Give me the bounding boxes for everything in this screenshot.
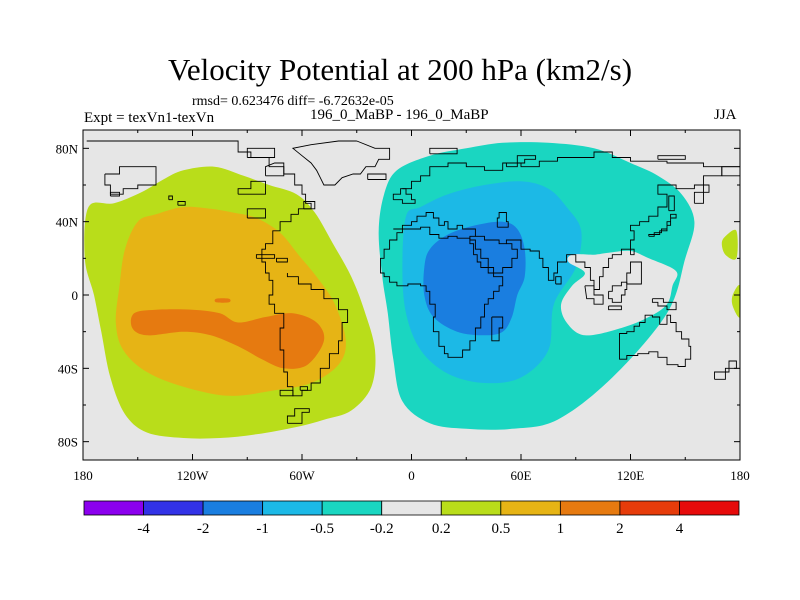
colorbar-swatch xyxy=(500,500,561,516)
x-tick-label: 180 xyxy=(730,468,750,483)
x-tick-label: 180 xyxy=(73,468,93,483)
indonesia-2 xyxy=(608,305,622,311)
colorbar-label: -4 xyxy=(137,521,150,537)
colorbar-swatch xyxy=(559,500,621,516)
season-label: JJA xyxy=(714,107,737,123)
australia-coast xyxy=(619,314,692,367)
y-tick-label: 80N xyxy=(56,141,79,156)
y-tick-label: 80S xyxy=(58,435,78,450)
colorbar-swatch xyxy=(381,500,442,516)
east-siberia-islands xyxy=(657,155,686,160)
cuba xyxy=(255,254,276,259)
colorbar-label: -0.5 xyxy=(310,521,334,537)
colorbar-swatch xyxy=(202,500,264,516)
africa-coast xyxy=(380,226,504,358)
contour-positive-0.2-east xyxy=(721,229,738,260)
borneo xyxy=(608,281,628,303)
colorbar-label: 0.5 xyxy=(491,521,510,537)
x-tick-label: 60W xyxy=(289,468,315,483)
y-tick-label: 40S xyxy=(58,361,78,376)
iceland xyxy=(367,173,387,180)
japan xyxy=(648,213,677,237)
colorbar-swatch xyxy=(143,500,204,516)
new-guinea xyxy=(651,298,677,311)
colorbar-swatch xyxy=(619,500,680,516)
arabia-inner xyxy=(475,235,507,245)
chukotka xyxy=(721,166,740,177)
caspian xyxy=(496,212,509,228)
run-comparison-label: 196_0_MaBP - 196_0_MaBP xyxy=(310,107,489,123)
alaska xyxy=(104,166,157,195)
vancouver xyxy=(177,201,186,206)
colorbar: -4 -2 -1 -0.5 -0.2 0.2 0.5 1 2 4 xyxy=(83,500,740,537)
baffin-island xyxy=(265,162,285,177)
x-tick-label: 60E xyxy=(511,468,532,483)
coastlines xyxy=(86,140,740,424)
new-zealand xyxy=(714,360,737,380)
falklands xyxy=(299,386,308,391)
y-tick-label: 0 xyxy=(72,288,79,303)
experiment-label: Expt = texVn1-texVn xyxy=(84,110,215,126)
colorbar-label: 4 xyxy=(676,521,684,537)
hispaniola xyxy=(276,257,288,263)
x-axis: 180 120W 60W 0 60E 120E 180 xyxy=(73,130,750,483)
colorbar-swatch xyxy=(321,500,383,516)
colorbar-swatch xyxy=(83,500,144,516)
chart-title: Velocity Potential at 200 hPa (km2/s) xyxy=(167,52,633,87)
colorbar-label: 1 xyxy=(557,521,565,537)
sri-lanka xyxy=(555,276,562,285)
great-lakes-box xyxy=(246,208,266,219)
y-axis: 80N 40N 0 40S 80S xyxy=(56,141,740,450)
madagascar xyxy=(491,316,504,342)
tierra-del-fuego xyxy=(279,389,294,397)
colorbar-label: 0.2 xyxy=(432,521,451,537)
x-tick-label: 120W xyxy=(177,468,210,483)
colorbar-label: 2 xyxy=(616,521,624,537)
sakhalin xyxy=(668,195,675,212)
antarctic-peninsula xyxy=(286,408,310,424)
x-tick-label: 0 xyxy=(408,468,415,483)
philippines xyxy=(626,261,642,285)
indonesia-1 xyxy=(584,285,604,305)
contour-positive-1 xyxy=(130,309,325,369)
greenland-coast xyxy=(291,140,391,186)
colorbar-label: -2 xyxy=(197,521,210,537)
colorbar-swatch xyxy=(440,500,502,516)
svalbard xyxy=(429,147,458,155)
novaya-zemlya xyxy=(505,155,537,168)
contour-negative-1 xyxy=(423,221,526,336)
newfoundland xyxy=(303,201,316,210)
hudson-bay xyxy=(237,180,266,195)
colorbar-swatch xyxy=(262,500,323,516)
ellesmere xyxy=(246,147,276,158)
colorbar-label: -1 xyxy=(256,521,269,537)
kamchatka xyxy=(693,184,710,204)
queen-charlotte xyxy=(168,195,173,201)
contour-positive-0.2-east-2 xyxy=(731,285,740,318)
taiwan xyxy=(630,248,635,256)
british-isles xyxy=(392,188,416,204)
north-america-coast xyxy=(86,140,349,397)
eurasia-coast xyxy=(393,166,740,290)
arctic-eurasia-coast xyxy=(402,151,722,190)
y-tick-label: 40N xyxy=(56,215,79,230)
colorbar-label: -0.2 xyxy=(370,521,394,537)
stats-text: rmsd= 0.623476 diff= -6.72632e-05 xyxy=(192,94,394,109)
colorbar-swatch xyxy=(679,500,740,516)
contour-positive-1-spot xyxy=(214,298,231,303)
x-tick-label: 120E xyxy=(617,468,645,483)
